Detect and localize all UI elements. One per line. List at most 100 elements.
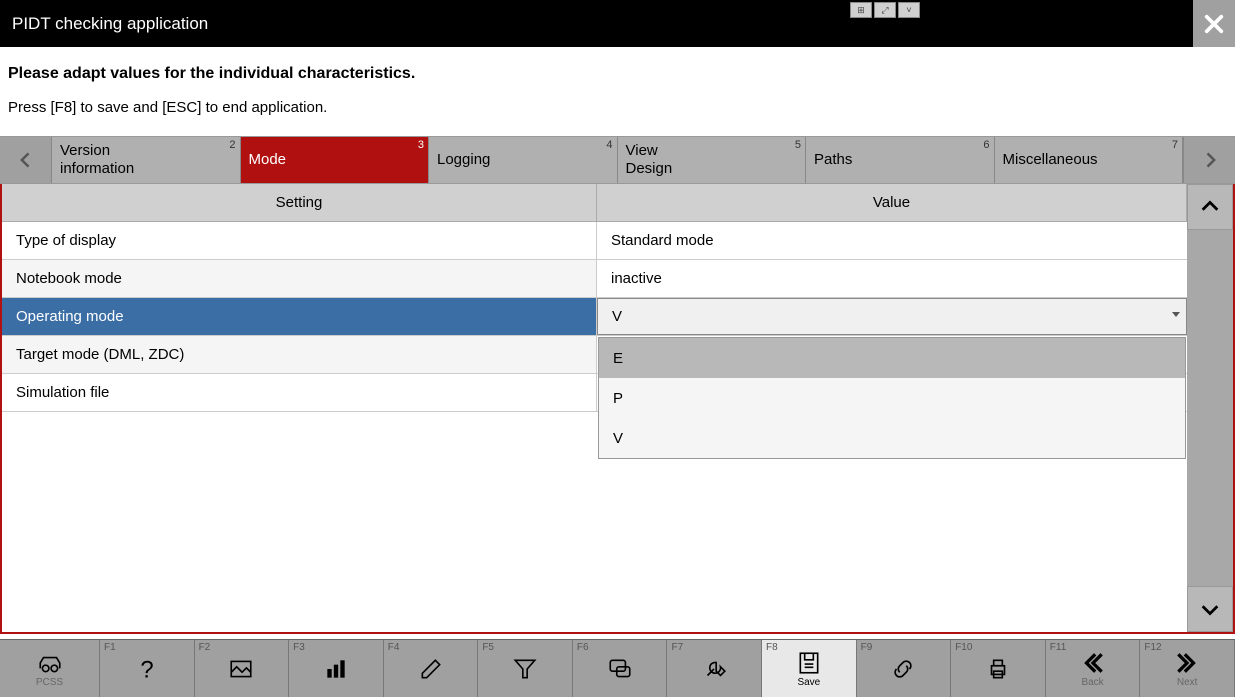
tab-label: Logging <box>437 151 490 169</box>
tabs: 2 Versioninformation 3 Mode 4 Logging 5 ViewDes… <box>0 136 1235 184</box>
value-cell[interactable]: VEPV <box>597 298 1187 335</box>
close-button[interactable] <box>1193 0 1235 47</box>
column-header-value: Value <box>597 184 1187 222</box>
table-row[interactable]: Operating modeVEPV <box>2 298 1187 336</box>
dropdown-option[interactable]: E <box>599 338 1185 378</box>
fkey-number: F3 <box>293 642 305 653</box>
tab-prev-button[interactable] <box>0 137 52 183</box>
fkey-f10[interactable]: F10 <box>951 640 1046 697</box>
fkey-number: F12 <box>1144 642 1161 653</box>
svg-text:?: ? <box>140 656 153 681</box>
scroll-down-button[interactable] <box>1187 586 1233 632</box>
fkey-f1[interactable]: F1? <box>100 640 195 697</box>
settings-table: Setting Value Type of displayStandard mo… <box>2 184 1187 632</box>
print-icon <box>985 655 1011 683</box>
chevron-up-icon <box>1199 196 1221 218</box>
chart-icon <box>323 655 349 683</box>
content-area: Setting Value Type of displayStandard mo… <box>0 184 1235 634</box>
dropdown-icon[interactable]: ˅ <box>898 2 920 18</box>
tab-label: ViewDesign <box>626 142 673 178</box>
tab-next-button[interactable] <box>1183 137 1235 183</box>
tab-label: Paths <box>814 151 852 169</box>
dropdown-arrow-icon[interactable] <box>1172 312 1182 322</box>
fkey-number: F6 <box>577 642 589 653</box>
tab-view[interactable]: 5 ViewDesign <box>618 137 807 183</box>
fkey-f8[interactable]: F8 Save <box>762 640 857 697</box>
edit-icon <box>418 655 444 683</box>
table-header: Setting Value <box>2 184 1187 222</box>
tab-label: Mode <box>249 151 287 169</box>
fkey-f9[interactable]: F9 <box>857 640 952 697</box>
tab-miscellaneous[interactable]: 7 Miscellaneous <box>995 137 1184 183</box>
expand-icon[interactable]: ⤢ <box>874 2 896 18</box>
fkey-number: F5 <box>482 642 494 653</box>
tab-logging[interactable]: 4 Logging <box>429 137 618 183</box>
next-icon <box>1174 649 1200 677</box>
image-icon <box>228 655 254 683</box>
fkey-label: PCSS <box>36 677 63 688</box>
title-icons: ⊞ ⤢ ˅ <box>850 2 920 18</box>
fkey-number: F7 <box>671 642 683 653</box>
wrench-icon <box>701 655 727 683</box>
tab-label: Miscellaneous <box>1003 151 1098 169</box>
tab-paths[interactable]: 6 Paths <box>806 137 995 183</box>
instructions: Please adapt values for the individual c… <box>0 47 1235 124</box>
tab-version[interactable]: 2 Versioninformation <box>52 137 241 183</box>
tab-number: 5 <box>795 139 801 151</box>
tab-number: 7 <box>1172 139 1178 151</box>
setting-cell: Operating mode <box>2 298 597 335</box>
fkey-label: Back <box>1081 677 1103 688</box>
fkey-f5[interactable]: F5 <box>478 640 573 697</box>
fkey-f11[interactable]: F11Back <box>1046 640 1141 697</box>
question-icon: ? <box>134 655 160 683</box>
fkey-f3[interactable]: F3 <box>289 640 384 697</box>
dropdown-option[interactable]: V <box>599 418 1185 458</box>
function-keys: PCSSF1?F2F3F4F5F6F7F8SaveF9F10F11BackF12… <box>0 639 1235 697</box>
back-icon <box>1080 649 1106 677</box>
tab-label: Versioninformation <box>60 142 134 178</box>
fkey-label: Next <box>1177 677 1198 688</box>
fkey-label: Save <box>797 677 820 688</box>
column-header-setting: Setting <box>2 184 597 222</box>
table-row[interactable]: Type of displayStandard mode <box>2 222 1187 260</box>
dropdown-menu: EPV <box>598 337 1186 459</box>
setting-cell: Notebook mode <box>2 260 597 297</box>
chevron-down-icon <box>1199 598 1221 620</box>
fkey-f7[interactable]: F7 <box>667 640 762 697</box>
table-body: Type of displayStandard modeNotebook mod… <box>2 222 1187 632</box>
setting-cell: Target mode (DML, ZDC) <box>2 336 597 373</box>
fkey-number: F4 <box>388 642 400 653</box>
value-cell[interactable]: inactive <box>597 260 1187 297</box>
scroll-up-button[interactable] <box>1187 184 1233 230</box>
fkey-number: F1 <box>104 642 116 653</box>
table-row[interactable]: Notebook modeinactive <box>2 260 1187 298</box>
link-icon <box>890 655 916 683</box>
instruction-heading: Please adapt values for the individual c… <box>8 65 1227 83</box>
fkey-pcss[interactable]: PCSS <box>0 640 100 697</box>
tab-mode[interactable]: 3 Mode <box>241 137 430 183</box>
close-icon <box>1203 13 1225 35</box>
fkey-f6[interactable]: F6 <box>573 640 668 697</box>
fkey-f2[interactable]: F2 <box>195 640 290 697</box>
setting-cell: Type of display <box>2 222 597 259</box>
tab-number: 3 <box>418 139 424 151</box>
tab-number: 4 <box>606 139 612 151</box>
fkey-number: F10 <box>955 642 972 653</box>
save-icon <box>796 649 822 677</box>
instruction-text: Press [F8] to save and [ESC] to end appl… <box>8 99 1227 116</box>
grid-icon[interactable]: ⊞ <box>850 2 872 18</box>
title-bar: PIDT checking application ⊞ ⤢ ˅ <box>0 0 1235 47</box>
fkey-f4[interactable]: F4 <box>384 640 479 697</box>
fkey-number: F8 <box>766 642 778 653</box>
app-title: PIDT checking application <box>12 14 208 34</box>
car-icon <box>37 649 63 677</box>
chevron-left-icon <box>16 150 36 170</box>
filter-icon <box>512 655 538 683</box>
fkey-f12[interactable]: F12 Next <box>1140 640 1235 697</box>
tab-number: 2 <box>229 139 235 151</box>
fkey-number: F9 <box>861 642 873 653</box>
setting-cell: Simulation file <box>2 374 597 411</box>
dropdown-option[interactable]: P <box>599 378 1185 418</box>
tab-number: 6 <box>983 139 989 151</box>
value-cell[interactable]: Standard mode <box>597 222 1187 259</box>
